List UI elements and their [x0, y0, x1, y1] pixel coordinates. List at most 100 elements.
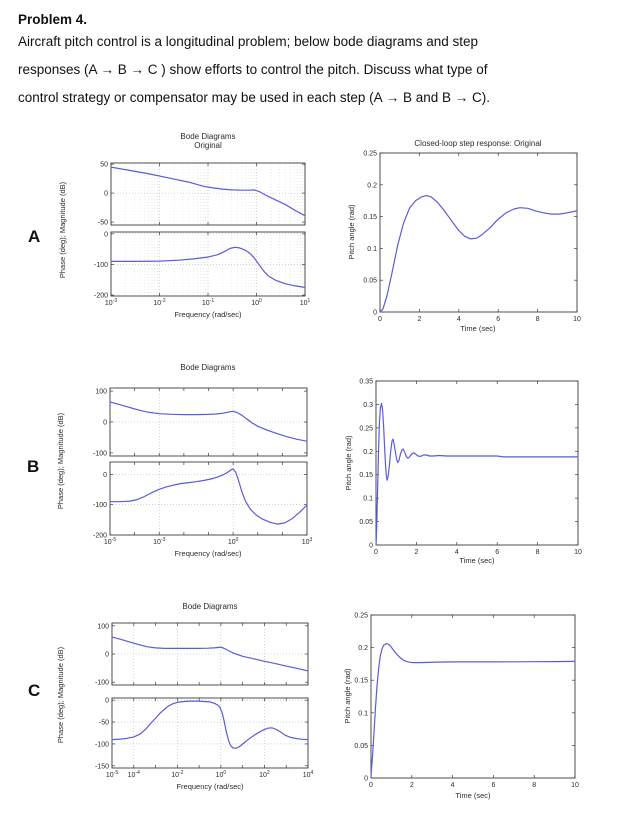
bode-plot-c-title: Bode Diagrams — [182, 602, 237, 611]
bode-plot-c-curve — [111, 700, 309, 749]
step-response-b-xaxis-label: Time (sec) — [459, 556, 495, 565]
bode-plot-a-ytick-label: -100 — [94, 262, 108, 269]
step-response-c-ytick-label: 0.15 — [354, 678, 368, 685]
step-response-b-ytick-label: 0.35 — [359, 379, 373, 386]
bode-plot-c-ytick-label: -50 — [99, 720, 109, 727]
step-response-c-panel-0: 0 0.05 0.1 0.15 0.2 0.25 0 2 4 6 8 10 — [354, 613, 579, 790]
step-response-a-xtick-label: 8 — [536, 316, 540, 323]
step-response-a-ytick-label: 0.1 — [367, 246, 377, 253]
bode-plot-b-xtick-label: 10-5 — [104, 537, 116, 546]
bode-plot-b-xtick-label: 10-3 — [153, 537, 165, 546]
step-response-c-ytick-label: 0.05 — [354, 743, 368, 750]
step-response-a-xtick-label: 0 — [378, 316, 382, 323]
step-response-a-xtick-label: 4 — [457, 316, 461, 323]
bode-plot-c-xaxis-label: Frequency (rad/sec) — [176, 782, 244, 791]
bode-plot-c-ytick-label: -150 — [95, 763, 109, 770]
step-response-a-xaxis-label: Time (sec) — [460, 324, 496, 333]
step-response-c-ytick-label: 0 — [364, 776, 368, 783]
bode-plot-a-yaxis-label: Phase (deg); Magnitude (dB) — [58, 181, 67, 278]
bode-plot-b-curve — [109, 468, 308, 525]
bode-plot-c-ytick-label: -100 — [95, 680, 109, 687]
problem-title: Problem 4. — [18, 12, 88, 27]
bode-plot-c-xtick-label: 104 — [303, 770, 314, 779]
bode-plot-b-axes-box-0 — [109, 387, 308, 457]
problem-text: Aircraft pitch control is a longitudinal… — [18, 28, 618, 112]
bode-plot-c-xtick-label: 10-5 — [106, 770, 118, 779]
bode-plot-a-curve — [110, 246, 306, 288]
row-label-b: B — [27, 457, 40, 476]
bode-plot-a-xtick-label: 10-3 — [105, 298, 117, 307]
bode-plot-a-xtick-label: 100 — [251, 298, 262, 307]
step-response-b-yaxis-label: Pitch angle (rad) — [344, 435, 353, 491]
step-response-b-ytick-label: 0.1 — [363, 496, 373, 503]
bode-plot-a-ytick-label: 0 — [104, 191, 108, 198]
step-response-a-axes-box-0 — [379, 152, 578, 313]
step-response-c-ytick-label: 0.25 — [354, 613, 368, 620]
bode-plot-a-xtick-label: 10-1 — [202, 298, 214, 307]
bode-plot-c-yaxis-label: Phase (deg); Magnitude (dB) — [56, 646, 65, 743]
step-response-a-ytick-label: 0.05 — [363, 278, 377, 285]
step-response-b-ytick-label: 0 — [369, 543, 373, 550]
step-response-c: Time (sec) Pitch angle (rad) 0 0.05 0.1 0.15 0… — [343, 613, 579, 801]
bode-plot-c-curve — [111, 636, 309, 672]
bode-plot-b-xtick-label: 103 — [302, 537, 313, 546]
bode-plot-a-panel-0: 50 0 -50 — [98, 162, 306, 227]
step-response-b-panel-0: 0 0.05 0.1 0.15 0.2 0.25 0.3 0.35 0 2 4 6 8 10 — [359, 379, 582, 557]
bode-plot-c-ytick-label: 0 — [105, 652, 109, 659]
step-response-c-xtick-label: 10 — [571, 782, 579, 789]
bode-plot-c-panel-0: 100 0 -100 — [95, 622, 309, 687]
bode-plot-b-xaxis-label: Frequency (rad/sec) — [174, 549, 242, 558]
step-response-c-axes-box-0 — [370, 614, 576, 779]
bode-plot-c-xtick-label: 10-4 — [128, 770, 140, 779]
bode-plot-a-ytick-label: 50 — [100, 162, 108, 169]
step-response-a-ytick-label: 0.15 — [363, 214, 377, 221]
step-response-c-yaxis-label: Pitch angle (rad) — [343, 668, 352, 724]
step-response-b-xtick-label: 6 — [495, 549, 499, 556]
step-response-c-curve — [370, 643, 576, 779]
step-response-b-ytick-label: 0.05 — [359, 519, 373, 526]
step-response-b-xtick-label: 0 — [374, 549, 378, 556]
bode-plot-b-ytick-label: -100 — [93, 450, 107, 457]
step-response-b-xtick-label: 10 — [574, 549, 582, 556]
step-response-b-ytick-label: 0.3 — [363, 402, 373, 409]
step-response-a-curve — [379, 194, 578, 313]
step-response-b-xtick-label: 4 — [455, 549, 459, 556]
bode-plot-b-ytick-label: 0 — [103, 420, 107, 427]
bode-plot-a-title: Original — [194, 141, 222, 150]
step-response-c-xtick-label: 2 — [410, 782, 414, 789]
step-response-c-ytick-label: 0.1 — [358, 710, 368, 717]
bode-plot-c-axes-box-1 — [111, 697, 309, 769]
row-label-c: C — [28, 681, 41, 700]
bode-plot-b-ytick-label: 0 — [103, 472, 107, 479]
step-response-a-ytick-label: 0 — [373, 310, 377, 317]
bode-plot-a-ytick-label: -50 — [98, 220, 108, 227]
step-response-c-xaxis-label: Time (sec) — [455, 791, 491, 800]
bode-plot-b-ytick-label: -200 — [93, 533, 107, 540]
bode-plot-a-xaxis-label: Frequency (rad/sec) — [174, 310, 242, 319]
step-response-b-xtick-label: 2 — [414, 549, 418, 556]
step-response-b-axes-box-0 — [375, 380, 579, 546]
bode-plot-a-title: Bode Diagrams — [180, 132, 235, 141]
step-response-b-xtick-label: 8 — [536, 549, 540, 556]
bode-plot-a-ytick-label: -200 — [94, 293, 108, 300]
step-response-c-xtick-label: 6 — [491, 782, 495, 789]
step-response-a-xtick-label: 2 — [417, 316, 421, 323]
bode-plot-a-xtick-label: 101 — [300, 298, 311, 307]
step-response-a-ytick-label: 0.2 — [367, 182, 377, 189]
bode-plot-b-ytick-label: -100 — [93, 502, 107, 509]
step-response-a-panel-0: 0 0.05 0.1 0.15 0.2 0.25 0 2 4 6 8 10 — [363, 151, 581, 324]
problem-text-line: Aircraft pitch control is a longitudinal… — [18, 34, 479, 49]
bode-plot-c-xtick-label: 102 — [259, 770, 270, 779]
bode-plot-a-ytick-label: 0 — [104, 231, 108, 238]
problem-text-line: responses (A → B → C ) show efforts to c… — [18, 62, 488, 77]
bode-plot-b-yaxis-label: Phase (deg); Magnitude (dB) — [56, 412, 65, 509]
bode-plot-b-panel-0: 100 0 -100 — [93, 387, 308, 457]
bode-plot-a-curve — [110, 166, 306, 217]
bode-plot-c-ytick-label: -100 — [95, 741, 109, 748]
bode-plot-b-title: Bode Diagrams — [180, 363, 235, 372]
step-response-a-yaxis-label: Pitch angle (rad) — [347, 204, 356, 260]
